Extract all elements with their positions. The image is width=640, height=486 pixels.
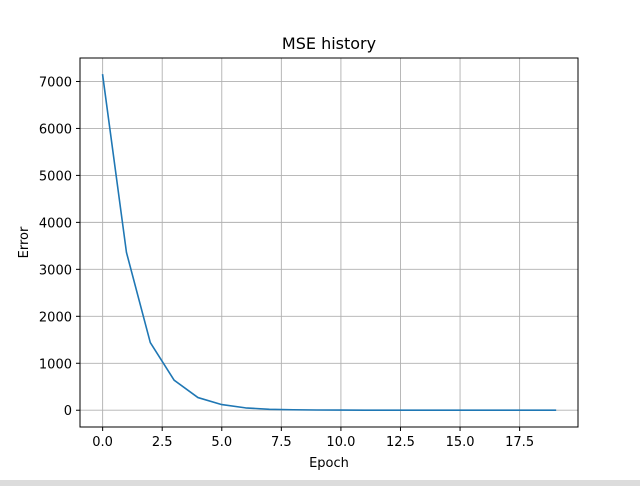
y-tick-label: 4000 — [39, 216, 72, 231]
x-tick-label: 12.5 — [386, 435, 415, 450]
series-line — [101, 74, 557, 412]
x-tick-label: 0.0 — [92, 435, 113, 450]
chart-title: MSE history — [282, 34, 376, 53]
y-tick-label: 5000 — [39, 169, 72, 184]
ticks: 0.0 2.5 5.0 7.5 10.0 12.5 15.0 17.5 0 1000 2000 300… — [39, 75, 534, 450]
series-layer — [101, 74, 557, 412]
x-tick-label: 7.5 — [271, 435, 292, 450]
y-axis-label: Error — [17, 226, 32, 258]
x-tick-label: 15.0 — [446, 435, 475, 450]
x-tick-label: 2.5 — [152, 435, 173, 450]
y-tick-label: 3000 — [39, 263, 72, 278]
y-tick-label: 6000 — [39, 122, 72, 137]
y-tick-label: 7000 — [39, 75, 72, 90]
y-tick-label: 1000 — [39, 357, 72, 372]
x-tick-label: 5.0 — [211, 435, 232, 450]
x-tick-label: 10.0 — [326, 435, 355, 450]
y-tick-label: 2000 — [39, 310, 72, 325]
y-tick-label: 0 — [64, 404, 72, 419]
grid — [80, 58, 578, 427]
plot-frame — [79, 57, 579, 428]
x-tick-label: 17.5 — [505, 435, 534, 450]
x-axis-label: Epoch — [309, 456, 349, 471]
window-bottom-strip — [0, 480, 640, 486]
